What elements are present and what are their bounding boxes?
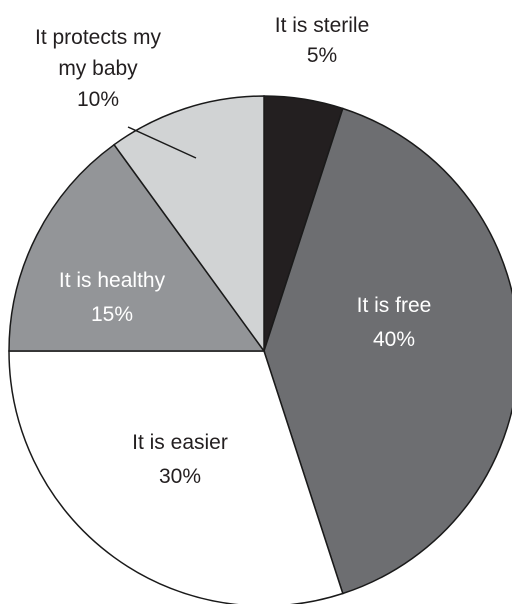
label-free: It is free 40% bbox=[357, 294, 432, 351]
label-healthy-value: 15% bbox=[91, 303, 133, 326]
label-protects-text: It protects my bbox=[35, 26, 162, 49]
label-healthy: It is healthy 15% bbox=[59, 269, 166, 326]
label-sterile-value: 5% bbox=[307, 44, 337, 67]
label-sterile-text: It is sterile bbox=[275, 14, 370, 37]
slice-free bbox=[263, 107, 512, 595]
label-protects: It protects my my baby 10% bbox=[35, 26, 162, 111]
label-easier: It is easier 30% bbox=[132, 431, 228, 488]
label-free-value: 40% bbox=[373, 328, 415, 351]
label-easier-text: It is easier bbox=[132, 431, 228, 454]
slice-easier bbox=[8, 350, 344, 604]
label-free-text: It is free bbox=[357, 294, 432, 317]
pie-slices bbox=[8, 95, 512, 604]
label-healthy-text: It is healthy bbox=[59, 269, 166, 292]
pie-labels: It is sterile 5% It is free 40% It is easier… bbox=[35, 14, 431, 488]
label-sterile: It is sterile 5% bbox=[275, 14, 370, 67]
slice-protects bbox=[113, 95, 265, 354]
label-protects-value: 10% bbox=[77, 88, 119, 111]
label-protects-text: my baby bbox=[58, 57, 138, 80]
label-easier-value: 30% bbox=[159, 465, 201, 488]
slice-healthy bbox=[8, 143, 266, 352]
leader-line bbox=[127, 126, 197, 159]
